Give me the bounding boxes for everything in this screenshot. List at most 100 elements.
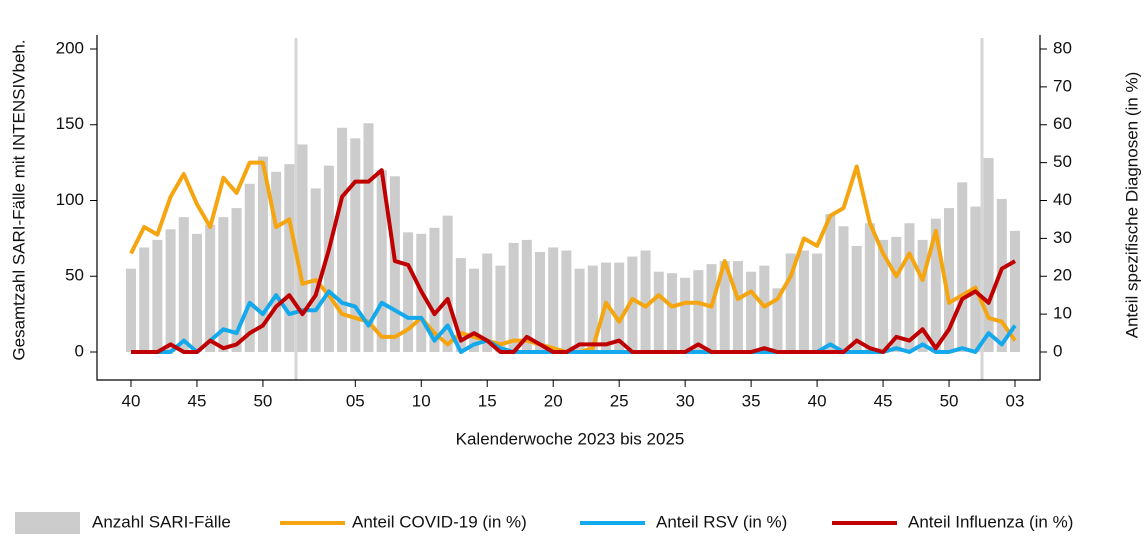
y-tick-label: 0 <box>75 341 84 360</box>
x-tick-label: 30 <box>676 391 695 410</box>
x-tick-label: 15 <box>478 391 497 410</box>
bar <box>798 250 809 352</box>
y2-tick-label: 10 <box>1053 304 1072 323</box>
bar <box>218 217 229 352</box>
bar <box>930 218 941 352</box>
bar <box>469 268 480 352</box>
bar <box>403 232 414 352</box>
bar <box>323 165 334 352</box>
bar <box>244 183 255 352</box>
bar <box>944 208 955 352</box>
plot <box>125 123 1021 354</box>
bar <box>759 265 770 352</box>
bar <box>891 236 902 352</box>
x-tick-label: 45 <box>874 391 893 410</box>
bar <box>508 242 519 352</box>
bar <box>350 138 361 352</box>
bar <box>680 277 691 352</box>
bar <box>785 253 796 352</box>
bar <box>231 208 242 352</box>
x-tick-label: 20 <box>544 391 563 410</box>
x-tick-label: 35 <box>742 391 761 410</box>
bar <box>587 265 598 352</box>
bar <box>139 247 150 352</box>
y-tick-label: 200 <box>56 38 84 57</box>
legend-label: Anteil RSV (in %) <box>656 512 787 531</box>
bar <box>627 256 638 352</box>
bar <box>257 156 268 352</box>
bar <box>495 265 506 352</box>
bar <box>548 247 559 352</box>
line <box>131 168 1016 354</box>
bar <box>455 258 466 352</box>
bar <box>970 206 981 352</box>
bar <box>125 268 137 352</box>
bar <box>653 271 664 352</box>
bar <box>442 215 453 352</box>
x-tick-label: 40 <box>122 391 141 410</box>
bar <box>825 214 836 352</box>
x-tick-label: 03 <box>1006 391 1025 410</box>
y2-tick-label: 30 <box>1053 228 1072 247</box>
bar <box>666 273 677 352</box>
axes <box>96 35 1041 381</box>
bar <box>838 226 849 352</box>
bar <box>535 252 546 352</box>
legend-label: Anteil Influenza (in %) <box>908 512 1073 531</box>
bar <box>284 164 295 352</box>
bar <box>732 261 743 352</box>
legend: Anzahl SARI-Fälle Anteil COVID-19 (in %) A… <box>15 512 1073 534</box>
x-tick-label: 40 <box>808 391 827 410</box>
bar <box>640 250 651 352</box>
x-tick-label: 05 <box>346 391 365 410</box>
bar <box>812 253 823 352</box>
bar <box>389 176 400 352</box>
y-axis-title: Gesamtzahl SARI-Fälle mit INTENSIVbeh. <box>9 39 28 360</box>
y2-axis-title: Anteil spezifische Diagnosen (in %) <box>1122 72 1141 338</box>
y2-tick-label: 20 <box>1053 266 1072 285</box>
bar <box>917 239 928 352</box>
bar <box>297 144 308 352</box>
x-tick-label: 50 <box>253 391 272 410</box>
bar <box>574 268 585 352</box>
y2-tick-label: 40 <box>1053 190 1072 209</box>
legend-label: Anzahl SARI-Fälle <box>92 512 231 531</box>
bar <box>310 188 321 352</box>
y2-tick-label: 80 <box>1053 38 1072 57</box>
x-tick-label: 10 <box>412 391 431 410</box>
bar <box>878 239 889 352</box>
bar <box>693 270 704 352</box>
bar <box>521 239 532 352</box>
bar <box>178 217 189 352</box>
x-tick-label: 45 <box>188 391 207 410</box>
line <box>131 289 1017 354</box>
bar <box>719 261 730 352</box>
bar <box>561 250 572 352</box>
y2-tick-label: 60 <box>1053 114 1072 133</box>
x-tick-label: 25 <box>610 391 629 410</box>
bar <box>851 245 862 352</box>
bar <box>152 239 163 352</box>
bar <box>864 223 875 352</box>
y-tick-label: 50 <box>65 266 84 285</box>
y2-tick-label: 0 <box>1053 341 1062 360</box>
bar <box>165 229 176 352</box>
bar <box>376 170 387 352</box>
bar <box>482 253 493 352</box>
bar <box>772 288 783 352</box>
bar <box>429 227 440 352</box>
y2-tick-label: 50 <box>1053 152 1072 171</box>
bar <box>904 223 915 352</box>
bar <box>996 198 1007 352</box>
y-tick-label: 150 <box>56 114 84 133</box>
legend-label: Anteil COVID-19 (in %) <box>352 512 527 531</box>
bar <box>614 262 625 352</box>
y-tick-label: 100 <box>56 190 84 209</box>
bar <box>1009 230 1021 352</box>
bar <box>957 182 968 352</box>
bar <box>746 271 757 352</box>
bar <box>363 123 374 352</box>
bar <box>271 171 282 352</box>
